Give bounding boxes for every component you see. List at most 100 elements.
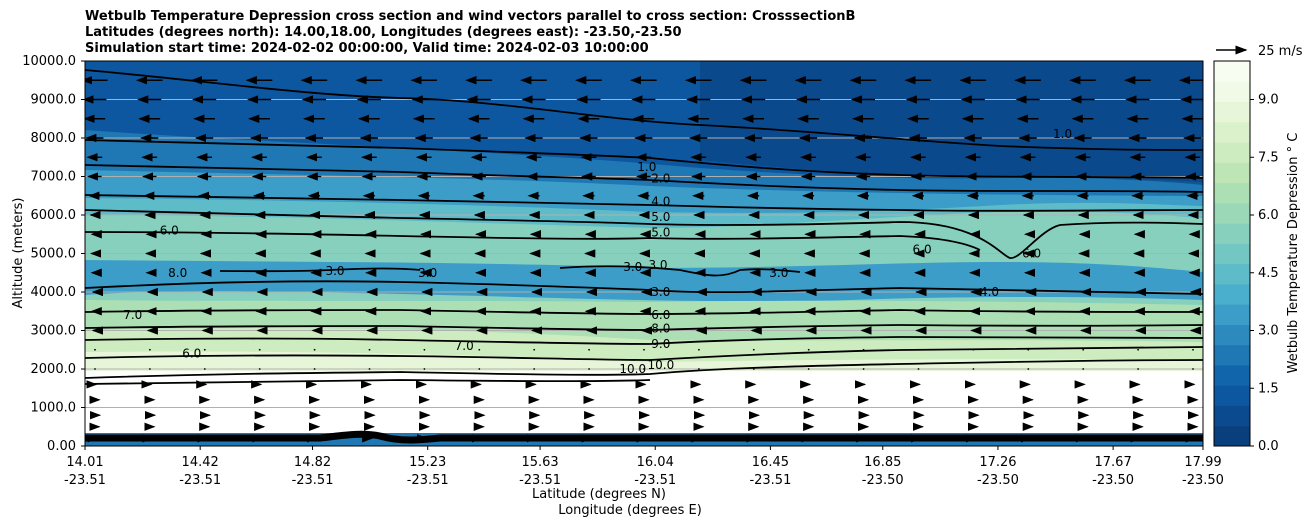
contour-line-12 (85, 336, 1203, 345)
x-tick-label-lon: -23.50 (1182, 473, 1224, 488)
x-axis-label-longitude: Longitude (degrees E) (558, 503, 702, 518)
wind-reference: 25 m/s (1216, 44, 1303, 59)
wind-vector (643, 368, 645, 370)
wind-vector (807, 348, 810, 351)
y-tick-label: 2000.0 (31, 362, 77, 377)
y-axis-ticks: 0.00 1000.0 2000.0 3000.0 4000.0 5000.0 6000.0… (22, 54, 85, 454)
colorbar-ticks: 0.0 1.5 3.0 4.5 6.0 7.5 9.0 (1250, 93, 1279, 454)
colorbar-band (1214, 324, 1250, 346)
x-axis-ticks: 14.01 -23.51 14.42 -23.51 14.82 -23.51 15.23 -2… (64, 446, 1224, 488)
wind-vector (258, 368, 261, 370)
y-tick-label: 9000.0 (31, 93, 77, 108)
colorbar-band (1214, 364, 1250, 386)
contour-label: 9.0 (651, 337, 670, 351)
x-tick-label-lon: -23.51 (64, 473, 106, 488)
contour-label: 6.0 (913, 243, 932, 257)
colorbar-tick-label: 3.0 (1258, 324, 1279, 339)
wind-vector (478, 348, 481, 351)
y-axis-label: Altitude (meters) (11, 198, 26, 309)
wind-vector (643, 348, 645, 351)
contour-label: 3.0 (648, 258, 667, 272)
wind-vector (752, 368, 755, 370)
wind-vector (862, 348, 865, 351)
y-tick-label: 8000.0 (31, 131, 77, 146)
colorbar-band (1214, 121, 1250, 143)
wind-vector (258, 348, 261, 351)
colorbar-band (1214, 304, 1250, 325)
contour-label: 8.0 (651, 322, 670, 336)
wind-vector (1082, 348, 1085, 351)
wind-vector (423, 368, 426, 370)
colorbar-tick-label: 4.5 (1258, 266, 1279, 281)
y-tick-label: 0.00 (47, 439, 76, 454)
wind-vector (1137, 348, 1139, 351)
colorbar-band (1214, 101, 1250, 123)
colorbar-tick-label: 0.0 (1258, 439, 1279, 454)
y-tick-label: 4000.0 (31, 285, 77, 300)
wind-vector (203, 348, 206, 351)
colorbar-band (1214, 202, 1250, 224)
contour-labels: 1.02.04.05.05.03.0 3.03.06.08.09.010.0 10.… (123, 127, 1072, 376)
wind-vector (94, 368, 96, 370)
colorbar-tick-label: 1.5 (1258, 381, 1279, 396)
wind-vector (149, 368, 151, 370)
contour-label: 5.0 (651, 210, 670, 224)
contour-label: 7.0 (455, 339, 474, 353)
wind-vector (1192, 348, 1194, 351)
x-tick-label-lat: 16.85 (864, 455, 901, 470)
colorbar-band (1214, 263, 1250, 285)
colorbar-band (1214, 425, 1250, 447)
y-tick-label: 6000.0 (31, 208, 77, 223)
contour-label: 10.0 (647, 358, 674, 372)
chart-title-line-3: Simulation start time: 2024-02-02 00:00:… (85, 41, 649, 56)
contour-label: 7.0 (123, 308, 142, 322)
x-tick-label-lon: -23.51 (634, 473, 676, 488)
colorbar-tick-label: 9.0 (1258, 93, 1279, 108)
x-tick-label-lon: -23.51 (292, 473, 334, 488)
wind-vector (368, 368, 371, 370)
contour-line-2 (85, 139, 1203, 179)
wind-vector (588, 348, 590, 351)
wind-vector (1137, 368, 1139, 370)
y-tick-label: 1000.0 (31, 401, 77, 416)
contour-label: 2.0 (651, 171, 670, 185)
x-tick-label-lon: -23.51 (179, 473, 221, 488)
colorbar-band (1214, 405, 1250, 427)
contour-label: 6.0 (160, 223, 179, 237)
contour-label: 3.0 (418, 266, 437, 280)
colorbar-band (1214, 385, 1250, 406)
contour-label: 3.0 (623, 260, 642, 274)
x-tick-label-lon: -23.51 (407, 473, 449, 488)
x-tick-label-lat: 16.04 (637, 455, 674, 470)
wind-vector (972, 348, 975, 351)
x-tick-label-lat: 14.42 (182, 455, 219, 470)
contour-label: 8.0 (168, 266, 187, 280)
colorbar-band (1214, 283, 1250, 305)
x-tick-label-lat: 14.82 (294, 455, 331, 470)
wind-vector (1192, 368, 1194, 370)
contour-label: 4.0 (651, 195, 670, 209)
x-tick-label-lat: 17.67 (1095, 455, 1132, 470)
contour-line-5 (85, 209, 1203, 259)
chart-title-line-1: Wetbulb Temperature Depression cross sec… (85, 9, 856, 24)
wind-vector (149, 348, 151, 351)
y-tick-label: 7000.0 (31, 170, 77, 185)
colorbar-band (1214, 61, 1250, 82)
x-tick-label-lon: -23.51 (519, 473, 561, 488)
contour-label: 6.0 (1022, 247, 1041, 261)
contour-line-1 (85, 69, 1203, 151)
colorbar-band (1214, 182, 1250, 204)
contour-line-4 (85, 194, 1203, 212)
wind-vector (862, 368, 865, 370)
contour-label: 5.0 (651, 225, 670, 239)
colorbar-band (1214, 344, 1250, 366)
contour-label: 10.0 (619, 362, 646, 376)
wind-vector (94, 348, 96, 351)
contour-label: 1.0 (1053, 127, 1072, 141)
wind-vectors (85, 76, 1203, 443)
contour-line-13 (85, 346, 1203, 361)
wind-vector (478, 368, 481, 370)
x-tick-label-lat: 15.23 (409, 455, 446, 470)
x-tick-label-lat: 14.01 (66, 455, 103, 470)
